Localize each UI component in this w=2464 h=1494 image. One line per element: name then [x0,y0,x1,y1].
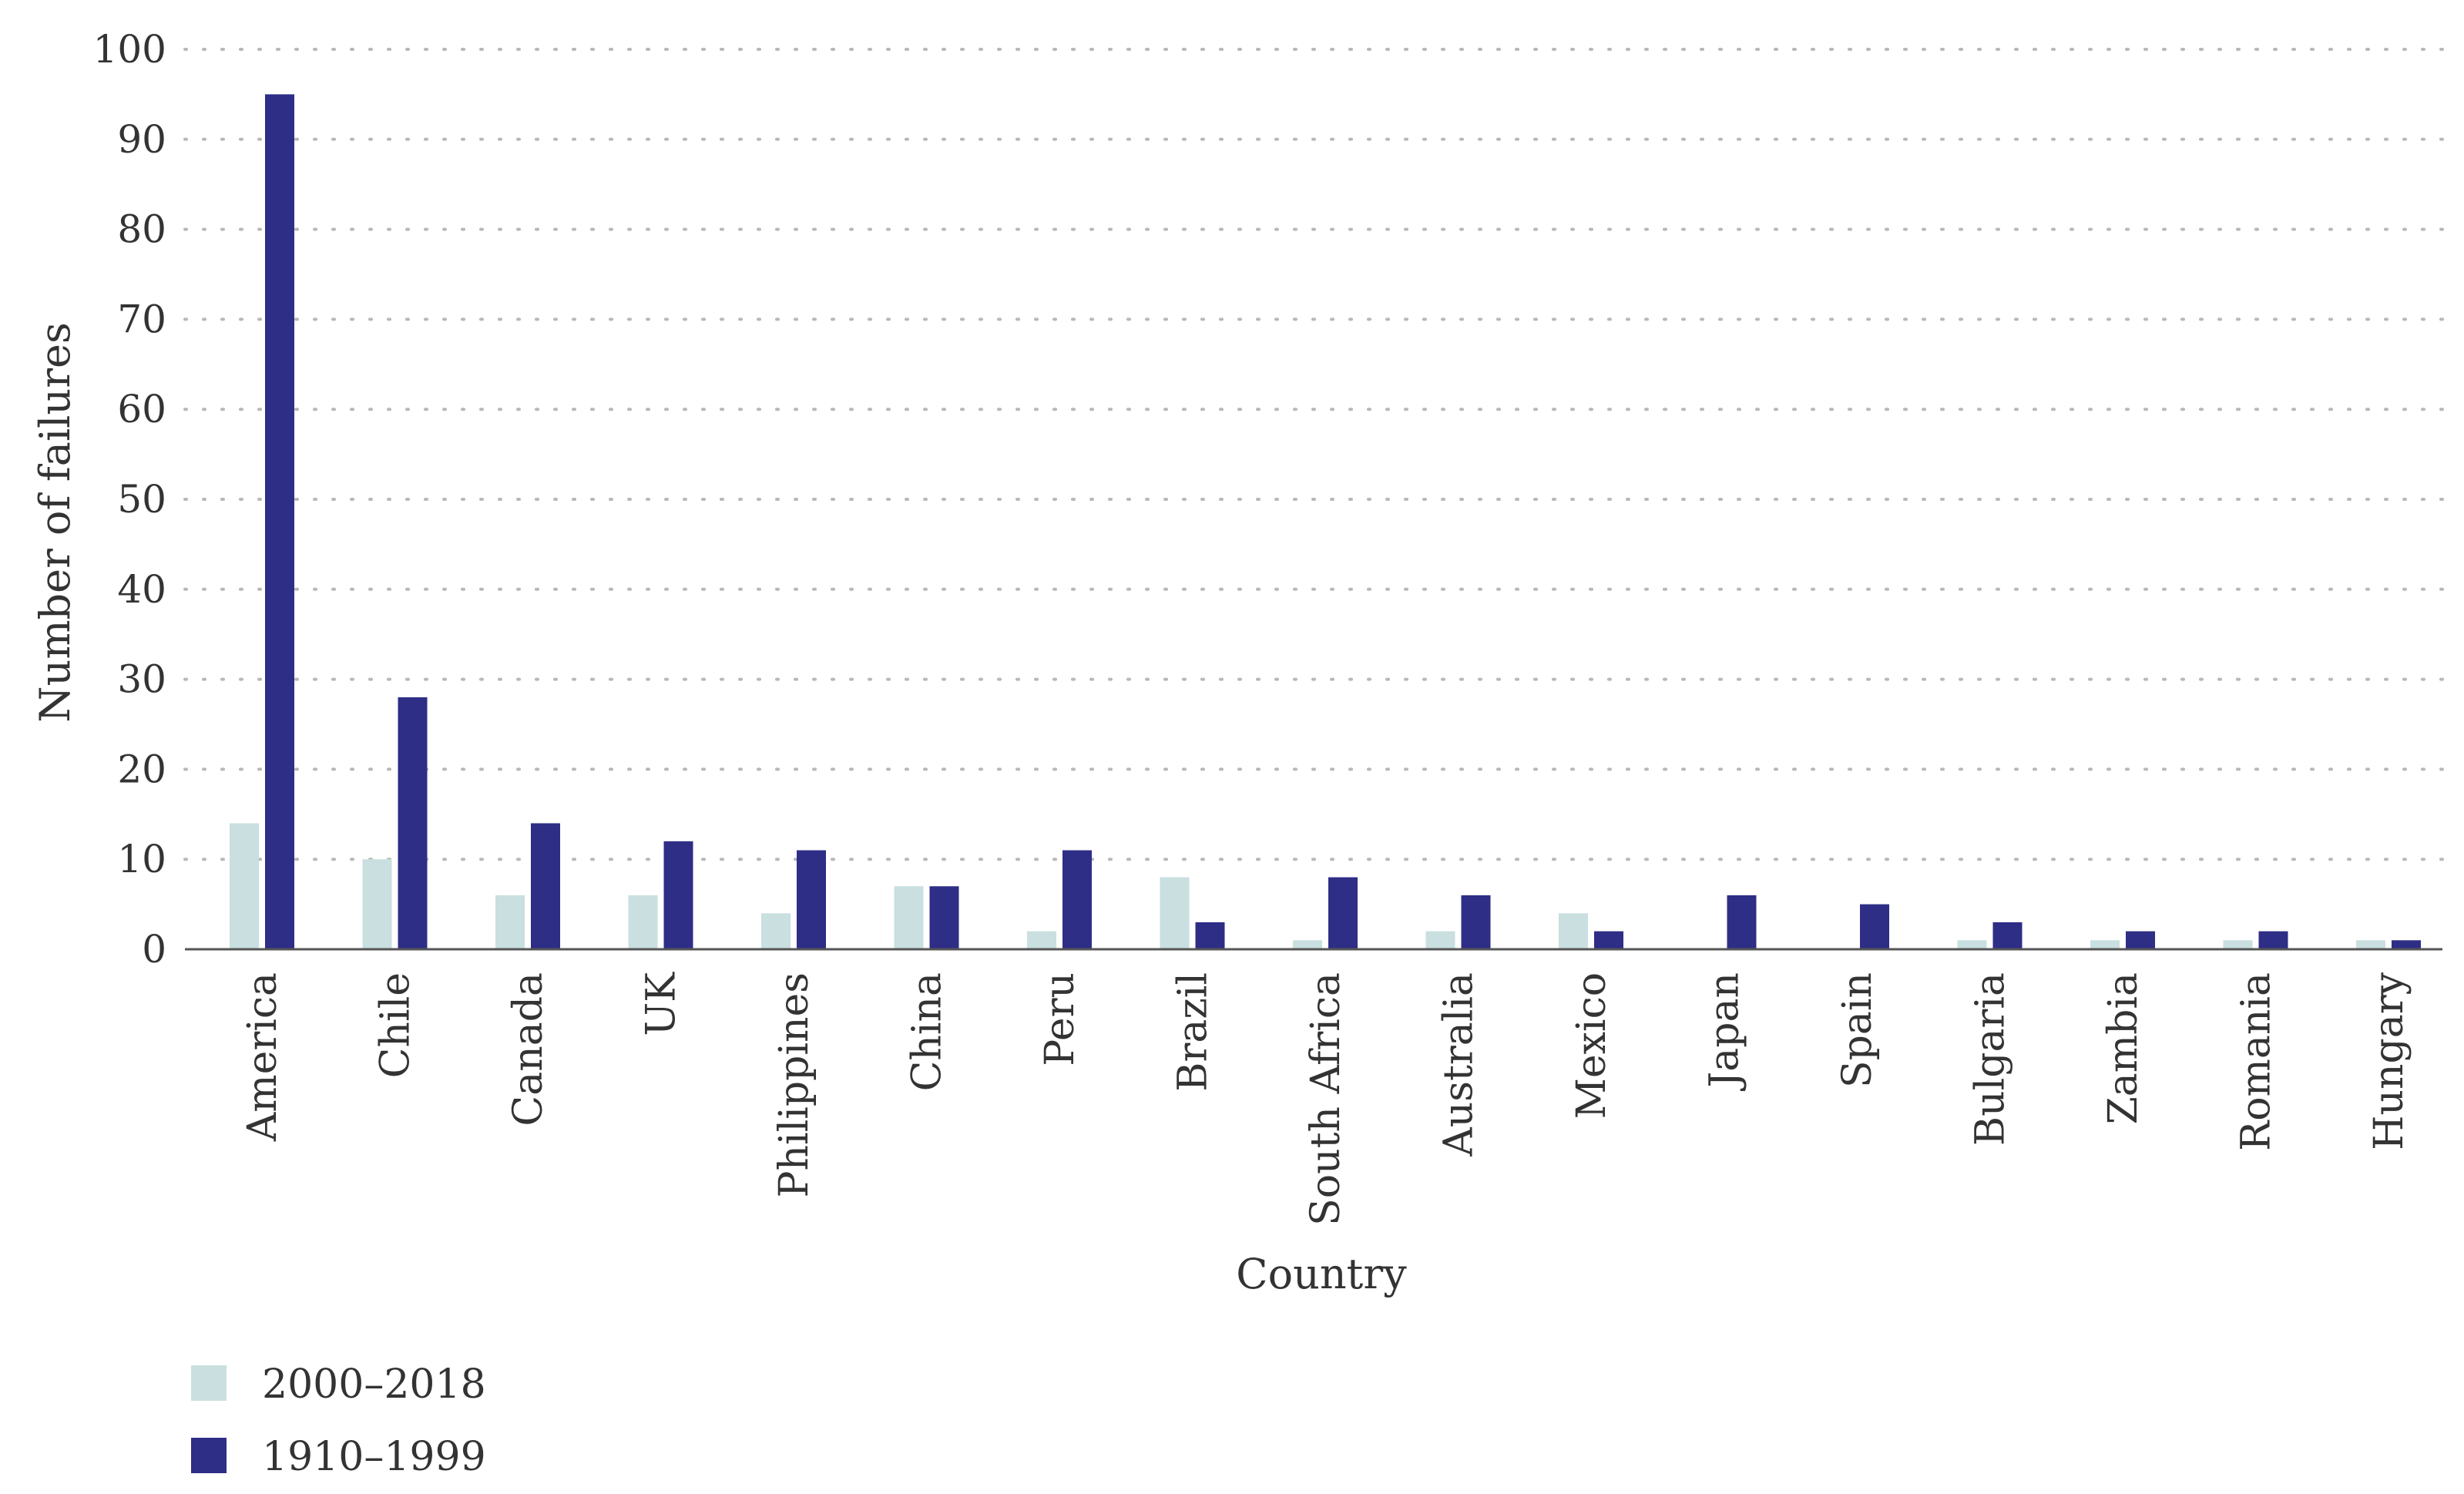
y-tick-label: 10 [117,837,166,881]
legend-swatch [191,1438,227,1473]
x-axis-labels: America Chile Canada UK Philippines China Peru… [240,972,2412,1226]
bar-series-2 [1328,877,1358,949]
bar-series-2 [2258,931,2288,949]
y-tick-label: 50 [117,477,166,522]
bar-series-2 [1594,931,1623,949]
bar-series-1 [1027,931,1056,949]
x-tick-label: America [240,972,286,1142]
x-tick-label: Mexico [1569,972,1615,1119]
bar-series-2 [398,697,428,949]
y-tick-label: 60 [117,387,166,431]
x-tick-label: Brazil [1170,972,1217,1092]
bars [230,94,2421,949]
bar-series-2 [1860,904,1889,949]
bar-series-1 [230,823,259,949]
x-tick-label: Hungary [2366,972,2412,1150]
x-tick-label: China [905,972,951,1091]
bar-series-2 [2126,931,2155,949]
gridlines [183,48,2444,861]
bar-series-2 [1062,850,1092,949]
x-tick-label: Peru [1037,972,1083,1066]
bar-series-1 [2090,940,2120,949]
legend: 2000–2018 1910–1999 [191,1361,486,1480]
bar-series-1 [761,913,791,949]
bar-series-1 [2223,940,2253,949]
x-tick-label: Spain [1835,972,1881,1088]
x-tick-label: UK [639,972,685,1036]
x-tick-label: Romania [2234,972,2280,1151]
bar-series-2 [531,823,560,949]
y-tick-label: 90 [117,117,166,162]
y-tick-label: 100 [93,27,166,72]
y-tick-label: 30 [117,657,166,702]
legend-swatch [191,1365,227,1401]
bar-series-2 [265,94,294,949]
x-tick-label: Canada [505,972,552,1126]
bar-series-2 [1727,895,1757,949]
y-axis-ticks: 0 10 20 30 40 50 60 70 80 90 100 [93,27,166,972]
bar-series-2 [1461,895,1491,949]
y-axis-title: Number of failures [31,322,79,722]
bar-series-2 [1195,922,1225,949]
bar-series-1 [628,895,658,949]
y-tick-label: 70 [117,297,166,341]
bar-series-1 [894,886,924,949]
bar-series-1 [1425,931,1455,949]
x-tick-label: South Africa [1303,972,1349,1226]
y-tick-label: 20 [117,747,166,791]
bar-series-1 [2356,940,2385,949]
bar-series-1 [1160,877,1190,949]
bar-series-1 [495,895,525,949]
legend-label: 1910–1999 [262,1434,486,1480]
bar-series-2 [663,841,693,949]
bar-series-1 [1957,940,1987,949]
y-tick-label: 0 [142,927,166,972]
bar-series-2 [1992,922,2023,949]
x-tick-label: Australia [1436,972,1482,1157]
bar-series-2 [797,850,826,949]
x-tick-label: Zambia [2100,972,2147,1124]
bar-series-1 [362,859,392,949]
x-tick-label: Chile [373,972,419,1078]
bar-series-2 [929,886,959,949]
legend-label: 2000–2018 [262,1361,486,1408]
x-tick-label: Japan [1702,972,1748,1092]
x-tick-label: Philippines [771,972,817,1198]
bar-series-1 [1293,940,1322,949]
bar-series-1 [1559,913,1588,949]
x-tick-label: Bulgaria [1968,972,2014,1146]
y-tick-label: 40 [117,567,166,612]
bar-series-2 [2392,940,2421,949]
y-tick-label: 80 [117,207,166,252]
x-axis-title: Country [1236,1250,1407,1298]
